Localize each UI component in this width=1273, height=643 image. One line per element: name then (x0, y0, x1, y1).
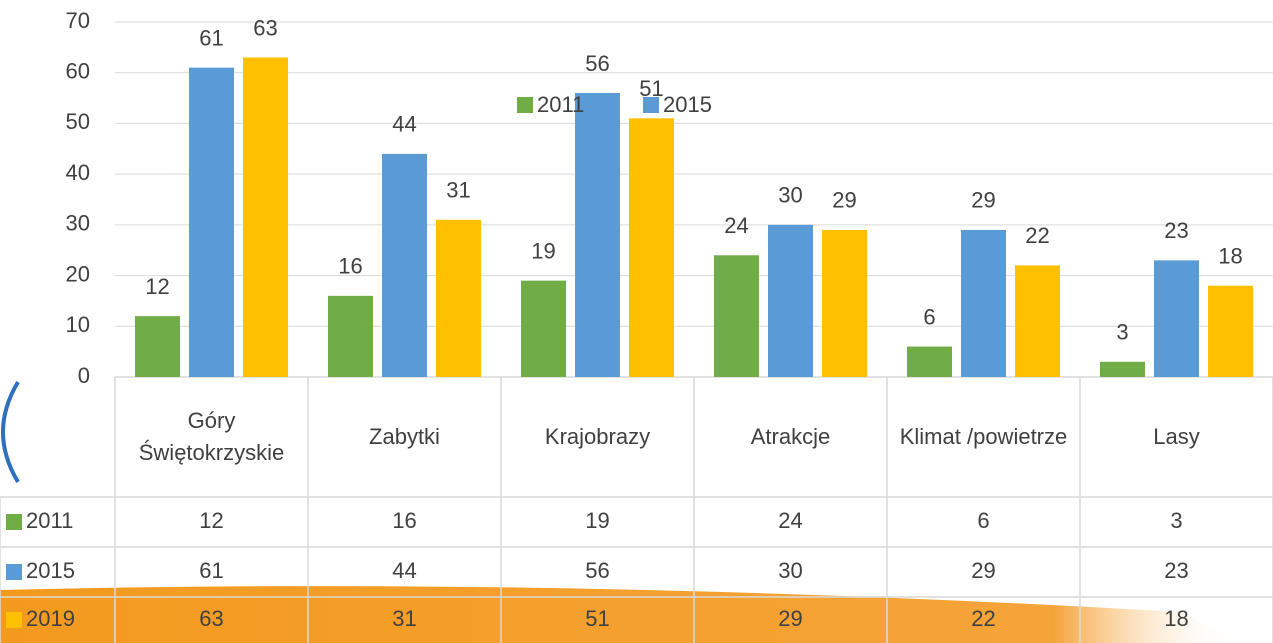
x-tick-label: Krajobrazy (544, 424, 651, 450)
data-label: 6 (923, 304, 935, 329)
data-label: 3 (1116, 320, 1128, 345)
bar (521, 280, 566, 377)
table-cell: 63 (199, 606, 223, 631)
legend-swatch (517, 97, 533, 113)
legend-label: 2011 (537, 92, 584, 117)
table-series-name: 2015 (26, 558, 75, 583)
y-tick-label: 50 (66, 109, 90, 134)
data-label: 30 (778, 183, 802, 208)
table-cell: 12 (199, 508, 223, 533)
data-label: 16 (338, 254, 362, 279)
bar (629, 118, 674, 377)
x-tick-label: Góry Świętokrzyskie (138, 408, 285, 465)
table-cell: 6 (977, 508, 989, 533)
y-tick-label: 10 (66, 312, 90, 337)
table-cell: 18 (1164, 606, 1188, 631)
data-label: 56 (585, 51, 609, 76)
table-legend-swatch (6, 612, 22, 628)
table-series-name: 2019 (26, 606, 75, 631)
decor-arc (1, 380, 20, 484)
table-cell: 29 (778, 606, 802, 631)
x-tick-label: Zabytki (369, 424, 440, 450)
data-label: 63 (253, 15, 277, 40)
table-cell: 16 (392, 508, 416, 533)
data-label: 29 (971, 188, 995, 213)
data-label: 19 (531, 238, 555, 263)
table-legend-swatch (6, 514, 22, 530)
legend-label: 2015 (663, 92, 712, 117)
x-tick-label: Klimat /powietrze (899, 424, 1068, 450)
table-series-name: 2011 (26, 508, 73, 533)
x-tick-label: Lasy (1153, 424, 1200, 450)
y-tick-label: 0 (78, 363, 90, 388)
table-cell: 31 (392, 606, 416, 631)
y-tick-label: 20 (66, 261, 90, 286)
bar (1208, 285, 1253, 377)
table-cell: 30 (778, 558, 802, 583)
table-cell: 44 (392, 558, 416, 583)
bar (135, 316, 180, 377)
bar (575, 93, 620, 377)
table-cell: 29 (971, 558, 995, 583)
y-tick-label: 30 (66, 211, 90, 236)
bar (961, 229, 1006, 377)
bar (189, 67, 234, 378)
bar (714, 255, 759, 377)
bar (1154, 260, 1199, 377)
table-cell: 19 (585, 508, 609, 533)
data-label: 12 (145, 274, 169, 299)
decor-swoosh (0, 586, 1240, 643)
table-cell: 56 (585, 558, 609, 583)
x-tick-label: Atrakcje (750, 424, 831, 450)
bar (382, 153, 427, 377)
data-label: 44 (392, 112, 416, 137)
bar (1015, 265, 1060, 377)
bar (243, 57, 288, 377)
table-cell: 24 (778, 508, 802, 533)
bar (907, 346, 952, 377)
table-cell: 23 (1164, 558, 1188, 583)
y-tick-label: 60 (66, 59, 90, 84)
table-cell: 51 (585, 606, 609, 631)
legend-swatch (643, 97, 659, 113)
bar (328, 295, 373, 377)
data-label: 23 (1164, 218, 1188, 243)
table-legend-swatch (6, 564, 22, 580)
bar (822, 229, 867, 377)
data-label: 22 (1025, 223, 1049, 248)
data-label: 24 (724, 213, 748, 238)
y-tick-label: 70 (66, 8, 90, 33)
y-tick-label: 40 (66, 160, 90, 185)
bar (436, 219, 481, 377)
table-cell: 61 (199, 558, 223, 583)
data-label: 61 (199, 25, 223, 50)
table-cell: 22 (971, 606, 995, 631)
bar (768, 224, 813, 377)
data-label: 29 (832, 188, 856, 213)
data-label: 31 (446, 178, 470, 203)
table-cell: 3 (1170, 508, 1182, 533)
data-label: 18 (1218, 244, 1242, 269)
bar (1100, 361, 1145, 377)
